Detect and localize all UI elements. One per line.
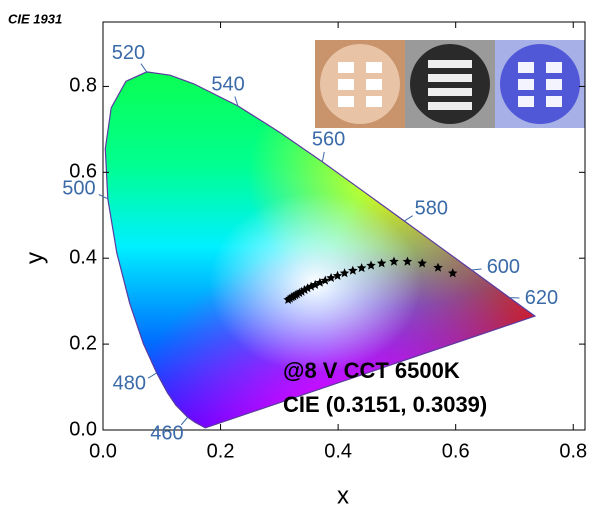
y-tick-label: 0.2: [69, 332, 97, 354]
wavelength-tick: [472, 269, 482, 270]
wavelength-label: 540: [211, 73, 244, 95]
wavelength-label: 560: [312, 129, 345, 151]
wavelength-label: 600: [487, 256, 520, 278]
x-tick-label: 0.0: [89, 440, 117, 462]
wavelength-label: 480: [113, 373, 146, 395]
y-tick-label: 0.4: [69, 246, 97, 268]
wavelength-label: 580: [415, 198, 448, 220]
x-tick-label: 0.4: [324, 440, 352, 462]
wavelength-tick: [141, 64, 147, 72]
y-axis-label: y: [21, 252, 48, 264]
wavelength-label: 460: [150, 422, 183, 444]
y-tick-label: 0.8: [69, 75, 97, 97]
wavelength-label: 620: [525, 287, 558, 309]
wavelength-tick: [148, 373, 157, 378]
x-axis-label: x: [337, 482, 349, 509]
wavelength-tick: [404, 216, 412, 221]
inset-photos: [315, 40, 585, 128]
chart-title: CIE 1931: [8, 11, 62, 26]
y-tick-label: 0.0: [69, 418, 97, 440]
chart: CIE 1931 @8 V CCT 6500K CIE (0.3151, 0.3…: [0, 0, 599, 512]
x-tick-label: 0.2: [207, 440, 235, 462]
wavelength-label: 500: [62, 178, 95, 200]
x-tick-label: 0.8: [559, 440, 587, 462]
annotation: @8 V CCT 6500K: [283, 358, 460, 383]
x-tick-label: 0.6: [442, 440, 470, 462]
wavelength-label: 520: [112, 42, 145, 64]
annotation: CIE (0.3151, 0.3039): [283, 392, 487, 417]
wavelength-tick: [322, 152, 324, 162]
